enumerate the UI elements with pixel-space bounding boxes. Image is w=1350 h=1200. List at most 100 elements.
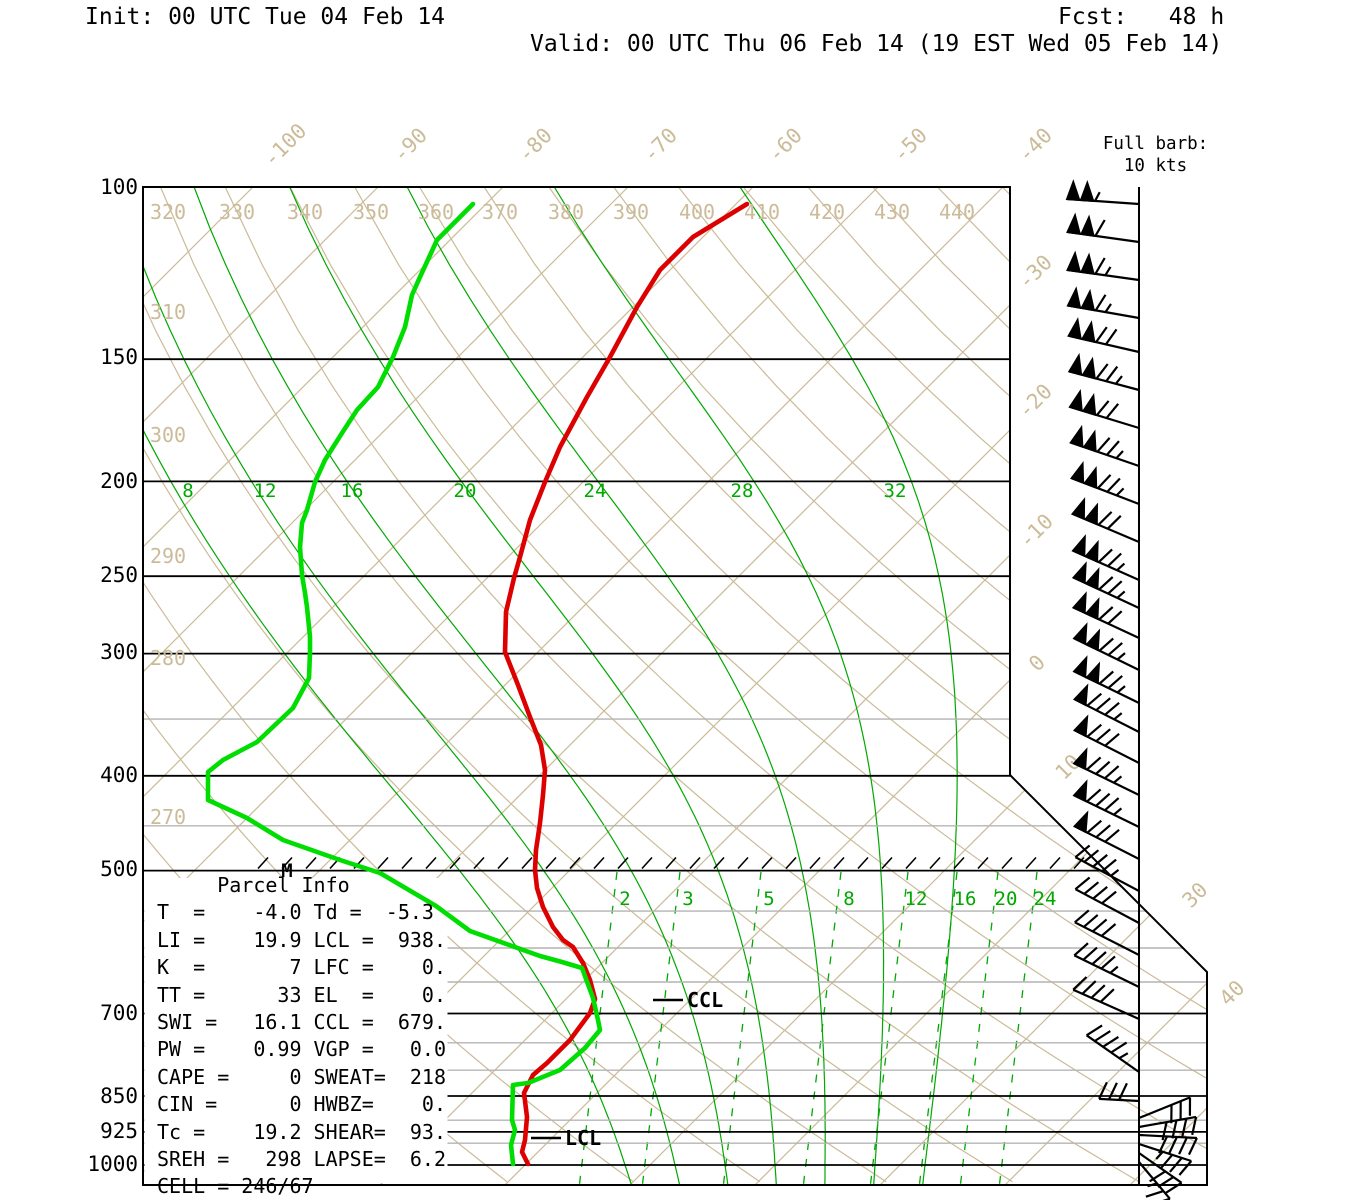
- isotherm-line: [879, 187, 1207, 1185]
- isotherm-right-label: -30: [1013, 250, 1057, 294]
- mixing-ratio-label: 16: [954, 888, 977, 910]
- wind-barb: [1072, 683, 1140, 733]
- wind-barb: [1074, 909, 1140, 956]
- dry-adiabat-line: [742, 187, 1207, 1183]
- wind-barb: [1066, 286, 1140, 320]
- dry-adiabat-line: [143, 187, 1013, 1183]
- wind-barb: [1073, 942, 1140, 988]
- isotherm-right-label: -10: [1014, 509, 1058, 553]
- wind-barb: [1071, 561, 1140, 609]
- isotherm-line: [629, 187, 1207, 1185]
- wind-barb: [1072, 747, 1140, 796]
- wind-barb: [1066, 212, 1140, 244]
- wind-barb: [1138, 1142, 1193, 1176]
- dry-adiabat-top-label: 440: [939, 200, 975, 224]
- wind-barb: [1069, 424, 1140, 468]
- temperature-curve: [502, 201, 750, 1167]
- freezing-hatch-marks: [257, 856, 1085, 870]
- wind-barb: [1098, 1081, 1140, 1103]
- dry-adiabat-top-label: 340: [287, 200, 323, 224]
- moist-adiabat-label: 16: [341, 480, 364, 502]
- isotherm-line: [0, 187, 128, 1185]
- mixing-ratio-line: [802, 871, 842, 1185]
- mixing-ratio-label: 12: [905, 888, 928, 910]
- pressure-axis-label: 1000: [87, 1152, 138, 1176]
- isotherm-top-label: -50: [888, 123, 932, 167]
- wind-barb: [1074, 876, 1140, 924]
- isotherm-line: [379, 187, 1207, 1185]
- mixing-ratio-line: [641, 871, 681, 1185]
- isotherm-line: [1004, 187, 1207, 1185]
- mixing-ratio-label: 20: [995, 888, 1018, 910]
- moist-adiabat-line: [739, 187, 958, 1185]
- dry-adiabat-line: [354, 187, 1207, 1183]
- dry-adiabat-top-label: 430: [874, 200, 910, 224]
- dry-adiabat-top-label: 330: [219, 200, 255, 224]
- forecast-hour-label: Fcst: 48 h: [1058, 4, 1225, 30]
- dry-adiabat-line: [936, 187, 1207, 1183]
- wind-barb: [1138, 1152, 1183, 1194]
- moist-adiabat-label: 8: [182, 480, 193, 502]
- wind-barb: [1072, 622, 1140, 671]
- dry-adiabat-left-label: 300: [150, 423, 186, 447]
- lcl-marker-label: LCL: [565, 1126, 601, 1150]
- barb-legend-line2: 10 kts: [1123, 156, 1188, 176]
- dry-adiabat-top-label: 400: [679, 200, 715, 224]
- wind-barb: [1067, 317, 1140, 354]
- wind-barb: [1066, 250, 1140, 282]
- dry-adiabat-line: [677, 187, 1207, 1183]
- wind-barb: [1072, 810, 1140, 860]
- wind-barb-legend: Full barb: 10 kts: [1098, 133, 1213, 177]
- isotherm-line: [754, 187, 1207, 1185]
- isotherm-top-label: -70: [638, 123, 682, 167]
- dry-adiabat-top-label: 390: [613, 200, 649, 224]
- wind-barb: [1085, 1024, 1140, 1073]
- isotherm-line: [504, 187, 1207, 1185]
- moist-adiabat-label: 28: [731, 480, 754, 502]
- parcel-info-mask: [144, 878, 448, 1183]
- parcel-info-panel: Parcel Info T = -4.0 Td = -5.3 LI = 19.9…: [157, 873, 446, 1199]
- wind-barb: [1071, 534, 1140, 582]
- dry-adiabat-left-label: 290: [150, 544, 186, 568]
- pressure-axis-label: 100: [100, 175, 138, 199]
- wind-barb: [1072, 714, 1140, 764]
- moist-adiabat-label: 24: [584, 480, 607, 502]
- isotherm-right-label: -20: [1013, 379, 1057, 423]
- pressure-axis-label: 250: [100, 563, 138, 587]
- isotherm-line: [143, 187, 629, 1185]
- pressure-axis-label: 925: [100, 1119, 138, 1143]
- wind-barb: [1074, 844, 1140, 892]
- pressure-axis-label: 700: [100, 1001, 138, 1025]
- dry-adiabat-top-label: 370: [482, 200, 518, 224]
- dry-adiabat-left-label: 310: [150, 300, 186, 324]
- moist-adiabat-label: 20: [454, 480, 477, 502]
- dry-adiabat-line: [224, 187, 1207, 1183]
- valid-time-label: Valid: 00 UTC Thu 06 Feb 14 (19 EST Wed …: [530, 31, 1223, 57]
- mixing-ratio-line: [998, 871, 1038, 1185]
- max-temp-marker: M: [281, 860, 292, 882]
- mixing-ratio-label: 8: [843, 888, 854, 910]
- dry-adiabat-left-label: 270: [150, 805, 186, 829]
- isotherm-line: [143, 187, 504, 1185]
- wind-barb: [1072, 779, 1140, 828]
- mixing-ratio-label: 5: [763, 888, 774, 910]
- pressure-axis-label: 150: [100, 345, 138, 369]
- isotherm-line: [1129, 187, 1207, 1185]
- mixing-ratio-label: 24: [1034, 888, 1057, 910]
- wind-barb: [1065, 179, 1140, 206]
- dry-adiabat-top-label: 360: [418, 200, 454, 224]
- plot-border: [142, 186, 1208, 1186]
- dry-adiabat-line: [143, 187, 887, 1183]
- isotherm-top-label: -90: [388, 123, 432, 167]
- ccl-marker-label: CCL: [687, 988, 723, 1012]
- pressure-axis-label: 300: [100, 640, 138, 664]
- wind-barb: [1138, 1133, 1198, 1156]
- dry-adiabat-line: [483, 187, 1207, 1183]
- mixing-ratio-label: 2: [619, 888, 630, 910]
- dry-adiabat-top-label: 420: [809, 200, 845, 224]
- mixing-ratio-line: [722, 871, 762, 1185]
- moist-adiabat-line: [143, 187, 633, 1185]
- moist-adiabat-line: [143, 187, 681, 1185]
- pressure-axis-label: 200: [100, 469, 138, 493]
